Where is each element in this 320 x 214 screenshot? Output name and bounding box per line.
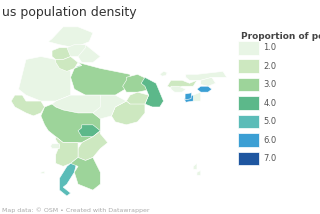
FancyBboxPatch shape — [238, 78, 259, 92]
Text: 5.0: 5.0 — [263, 117, 276, 126]
Polygon shape — [197, 86, 212, 92]
Polygon shape — [60, 158, 78, 196]
Polygon shape — [197, 171, 201, 175]
Polygon shape — [171, 86, 186, 92]
Polygon shape — [52, 95, 100, 113]
Polygon shape — [78, 125, 100, 137]
Polygon shape — [41, 104, 100, 143]
Polygon shape — [76, 65, 82, 69]
Polygon shape — [56, 137, 78, 166]
FancyBboxPatch shape — [238, 41, 259, 55]
Polygon shape — [56, 56, 78, 71]
Text: Proportion of po: Proportion of po — [241, 32, 320, 41]
FancyBboxPatch shape — [238, 96, 259, 110]
Polygon shape — [189, 92, 201, 101]
Polygon shape — [126, 92, 149, 107]
Polygon shape — [193, 163, 197, 169]
FancyBboxPatch shape — [238, 59, 259, 73]
FancyBboxPatch shape — [238, 133, 259, 147]
Polygon shape — [201, 77, 216, 86]
Polygon shape — [11, 95, 44, 116]
Polygon shape — [93, 95, 126, 119]
Polygon shape — [48, 27, 93, 48]
Polygon shape — [141, 77, 164, 107]
Text: 2.0: 2.0 — [263, 62, 276, 71]
Polygon shape — [19, 56, 71, 101]
Polygon shape — [184, 95, 193, 102]
Polygon shape — [167, 80, 197, 89]
Text: us population density: us population density — [2, 6, 136, 19]
Polygon shape — [71, 158, 100, 190]
Polygon shape — [71, 62, 130, 95]
Polygon shape — [78, 131, 108, 160]
Text: 3.0: 3.0 — [263, 80, 277, 89]
Text: 7.0: 7.0 — [263, 154, 277, 163]
Polygon shape — [160, 71, 167, 76]
FancyBboxPatch shape — [238, 152, 259, 165]
Text: 1.0: 1.0 — [263, 43, 276, 52]
Polygon shape — [123, 74, 156, 92]
Text: 6.0: 6.0 — [263, 135, 277, 144]
Polygon shape — [185, 93, 192, 100]
Polygon shape — [52, 48, 71, 59]
Text: Map data: © OSM • Created with Datawrapper: Map data: © OSM • Created with Datawrapp… — [2, 207, 149, 213]
Polygon shape — [111, 101, 145, 125]
FancyBboxPatch shape — [238, 115, 259, 128]
Polygon shape — [41, 171, 44, 174]
Polygon shape — [78, 45, 100, 62]
Text: 4.0: 4.0 — [263, 99, 276, 108]
Polygon shape — [186, 71, 227, 80]
Polygon shape — [63, 45, 89, 56]
Polygon shape — [51, 144, 60, 149]
